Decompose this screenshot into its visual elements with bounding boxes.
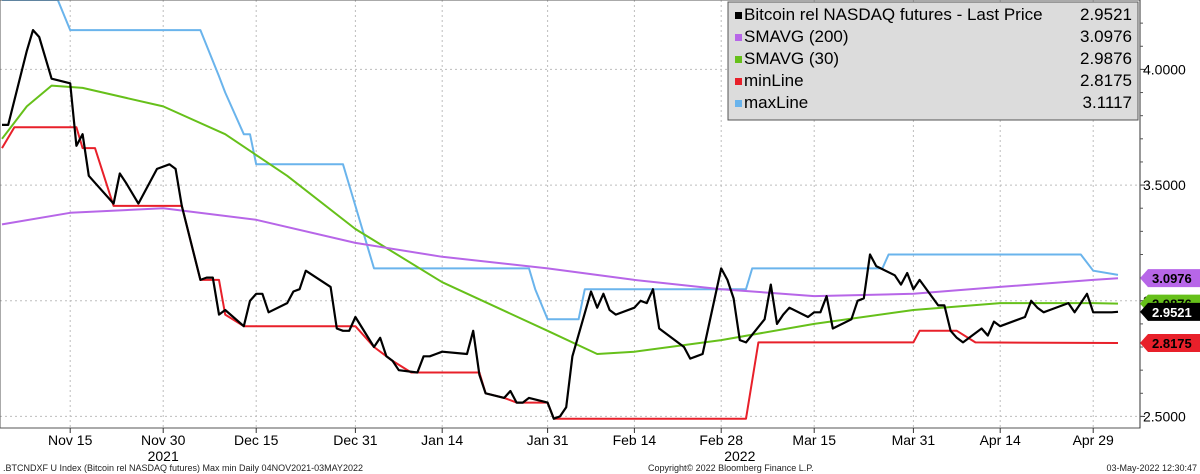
series-line-smavg-200 bbox=[1, 207, 1119, 298]
legend-entry: maxLine 3.1117 bbox=[735, 93, 1132, 112]
legend-label: SMAVG (200) bbox=[744, 27, 849, 46]
series-lines bbox=[1, 0, 1119, 420]
y-tick-label: 3.5000 bbox=[1143, 177, 1186, 193]
last-value-tag-box bbox=[1140, 302, 1200, 321]
legend-value: 2.9876 bbox=[1080, 49, 1132, 68]
legend-swatch bbox=[735, 12, 742, 19]
last-value-tag-box bbox=[1140, 269, 1200, 288]
legend-entry: minLine 2.8175 bbox=[735, 71, 1132, 90]
y-tick-label: 2.5000 bbox=[1143, 408, 1186, 424]
x-year-label: 2021 bbox=[148, 448, 179, 464]
x-tick-label: Jan 31 bbox=[527, 432, 569, 448]
last-value-tag: 3.0976 bbox=[1140, 269, 1200, 288]
series-line-minline bbox=[1, 126, 1119, 420]
footer-right: 03-May-2022 12:30:47 bbox=[1106, 463, 1197, 473]
legend-swatch bbox=[735, 100, 742, 107]
series-line-maxline bbox=[2, 0, 1119, 321]
last-value-tag: 2.8175 bbox=[1140, 333, 1200, 352]
x-tick-label: Nov 15 bbox=[48, 432, 93, 448]
x-axis: Nov 15 Nov 30 Dec 15 Dec 31 Jan 14 Jan 31 Feb … bbox=[48, 428, 1114, 464]
legend-entry: SMAVG (200) 3.0976 bbox=[735, 27, 1132, 46]
last-value-tag-label: 2.8175 bbox=[1152, 336, 1192, 351]
x-tick-label: Apr 14 bbox=[980, 432, 1021, 448]
legend-swatch bbox=[735, 56, 742, 63]
legend-value: 2.8175 bbox=[1080, 71, 1132, 90]
y-tick-label: 4.0000 bbox=[1143, 61, 1186, 77]
legend-value: 2.9521 bbox=[1080, 5, 1132, 24]
x-tick-label: Jan 14 bbox=[421, 432, 463, 448]
x-tick-label: Feb 28 bbox=[699, 432, 743, 448]
legend-box bbox=[727, 1, 1139, 121]
footer-left: .BTCNDXF U Index (Bitcoin rel NASDAQ fut… bbox=[3, 463, 363, 473]
legend-entry: SMAVG (30) 2.9876 bbox=[735, 49, 1132, 68]
legend-swatch bbox=[735, 78, 742, 85]
last-value-tag: 2.9521 bbox=[1140, 302, 1200, 321]
x-year-label: 2022 bbox=[724, 448, 755, 464]
x-tick-label: Dec 15 bbox=[234, 432, 279, 448]
legend-entry: Bitcoin rel NASDAQ futures - Last Price 2… bbox=[735, 5, 1132, 24]
last-value-tag-label: 3.0976 bbox=[1152, 271, 1192, 286]
legend-label: maxLine bbox=[744, 93, 808, 112]
footer-center: Copyright© 2022 Bloomberg Finance L.P. bbox=[648, 463, 814, 473]
series-line-smavg-30 bbox=[1, 84, 1119, 355]
legend-label: Bitcoin rel NASDAQ futures - Last Price bbox=[744, 5, 1043, 24]
x-tick-label: Apr 29 bbox=[1073, 432, 1114, 448]
x-tick-label: Feb 14 bbox=[613, 432, 657, 448]
x-tick-label: Mar 31 bbox=[892, 432, 936, 448]
legend: Bitcoin rel NASDAQ futures - Last Price 2… bbox=[727, 1, 1139, 121]
x-tick-label: Nov 30 bbox=[141, 432, 186, 448]
last-value-tag-label: 2.9521 bbox=[1152, 305, 1192, 320]
last-value-tag-box bbox=[1140, 333, 1200, 352]
legend-value: 3.0976 bbox=[1080, 27, 1132, 46]
legend-label: SMAVG (30) bbox=[744, 49, 839, 68]
x-tick-label: Dec 31 bbox=[333, 432, 378, 448]
legend-value: 3.1117 bbox=[1083, 93, 1132, 112]
legend-swatch bbox=[735, 34, 742, 41]
x-tick-label: Mar 15 bbox=[792, 432, 836, 448]
legend-label: minLine bbox=[744, 71, 804, 90]
series-line-bitcoin-rel-nasdaq-futures-last-price bbox=[2, 29, 1119, 420]
